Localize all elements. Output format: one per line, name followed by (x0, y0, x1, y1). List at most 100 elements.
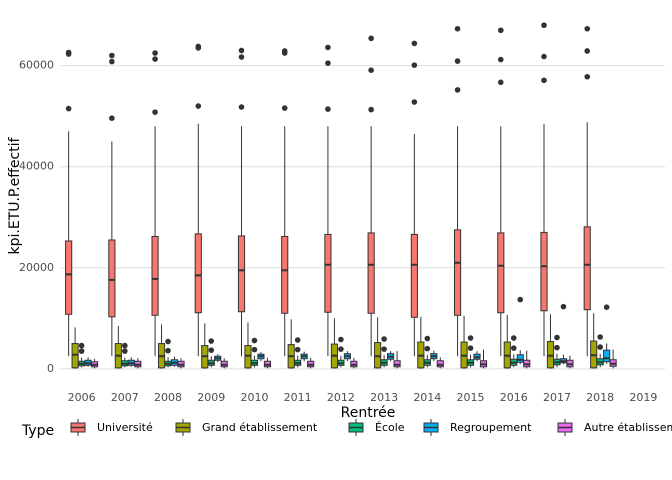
outlier-point (208, 338, 215, 344)
box-0-2010 (237, 47, 246, 357)
box-3-2012 (343, 351, 351, 362)
outlier-point (338, 336, 344, 343)
box-1-2017 (546, 314, 555, 369)
legend-item: Autre établissement (557, 419, 672, 436)
box-2-2015 (466, 335, 475, 368)
box-iqr (410, 233, 418, 318)
outlier-point (152, 56, 158, 62)
outlier-point (597, 344, 603, 350)
outlier-point (65, 49, 72, 56)
box-iqr (194, 233, 202, 314)
box-1-2009 (201, 323, 209, 369)
box-2-2010 (250, 337, 259, 368)
y-axis-title: kpi.ETU.P.effectif (7, 136, 23, 254)
outlier-point (251, 346, 258, 353)
outlier-point (510, 335, 517, 341)
box-0-2007 (108, 52, 116, 357)
outlier-point (454, 58, 461, 64)
box-1-2006 (71, 327, 79, 369)
outlier-point (122, 348, 128, 354)
box-4-2007 (134, 358, 142, 369)
x-tick-label: 2019 (629, 391, 657, 404)
box-2-2017 (553, 334, 561, 368)
box-2-2006 (78, 342, 86, 368)
box-3-2011 (300, 351, 308, 362)
box-plots (65, 22, 617, 369)
box-iqr (65, 240, 73, 315)
outlier-point (411, 40, 418, 47)
outlier-point (122, 342, 128, 349)
x-tick-label: 2010 (240, 391, 268, 404)
outlier-point (381, 336, 387, 342)
x-tick-label: 2007 (111, 391, 139, 404)
box-1-2012 (330, 318, 338, 369)
box-1-2007 (114, 325, 122, 369)
box-0-2017 (540, 22, 548, 357)
box-3-2014 (430, 350, 438, 362)
outlier-point (152, 109, 158, 115)
box-3-2010 (257, 352, 265, 362)
box-iqr (393, 360, 401, 368)
box-0-2016 (497, 27, 505, 357)
box-iqr (540, 231, 548, 312)
box-iqr (516, 354, 524, 363)
box-3-2015 (473, 351, 481, 362)
outlier-point (584, 73, 591, 80)
outlier-point (411, 99, 418, 105)
box-0-2012 (324, 44, 332, 357)
outlier-point (165, 347, 171, 354)
box-2-2008 (164, 338, 172, 368)
box-iqr (71, 343, 79, 369)
y-tick-label: 0 (47, 362, 54, 375)
outlier-point (65, 105, 72, 112)
outlier-point (338, 346, 344, 352)
box-0-2014 (410, 40, 418, 357)
x-tick-label: 2014 (413, 391, 441, 404)
outlier-point (208, 347, 215, 353)
box-1-2011 (287, 319, 295, 369)
outlier-point (294, 337, 301, 343)
box-4-2010 (263, 357, 272, 369)
x-tick-label: 2006 (68, 391, 96, 404)
y-axis-ticks: 0 20000 40000 60000 (19, 59, 54, 375)
x-tick-label: 2008 (154, 391, 182, 404)
box-1-2016 (503, 314, 511, 369)
box-iqr (583, 226, 591, 311)
box-iqr (281, 235, 289, 314)
outlier-point (584, 48, 591, 54)
box-1-2015 (460, 315, 468, 369)
x-tick-label: 2015 (457, 391, 485, 404)
box-0-2008 (151, 50, 159, 357)
outlier-point (368, 106, 374, 113)
outlier-point (497, 27, 504, 34)
legend-label: Regroupement (450, 421, 532, 434)
box-3-2008 (170, 356, 179, 367)
box-4-2011 (307, 357, 315, 369)
outlier-point (554, 334, 560, 341)
outlier-point (238, 104, 245, 110)
outlier-point (467, 345, 474, 351)
outlier-point (424, 335, 431, 342)
y-tick-label: 20000 (19, 261, 54, 274)
legend-label: Université (97, 421, 153, 434)
box-3-2007 (127, 357, 135, 367)
box-iqr (374, 342, 382, 369)
outlier-point (281, 105, 288, 111)
outlier-point (411, 62, 418, 68)
outlier-point (541, 77, 547, 84)
box-0-2013 (367, 35, 375, 357)
box-1-2010 (244, 322, 252, 369)
box-iqr (497, 232, 505, 314)
legend-item: École (348, 419, 405, 436)
y-tick-label: 40000 (19, 160, 54, 173)
box-iqr (324, 233, 332, 313)
outlier-point (381, 346, 387, 352)
box-0-2006 (65, 49, 73, 357)
box-1-2018 (590, 313, 598, 369)
box-iqr (436, 360, 444, 368)
box-3-2017 (559, 303, 568, 365)
outlier-point (368, 67, 374, 73)
box-0-2011 (281, 48, 289, 357)
box-iqr (151, 235, 159, 316)
